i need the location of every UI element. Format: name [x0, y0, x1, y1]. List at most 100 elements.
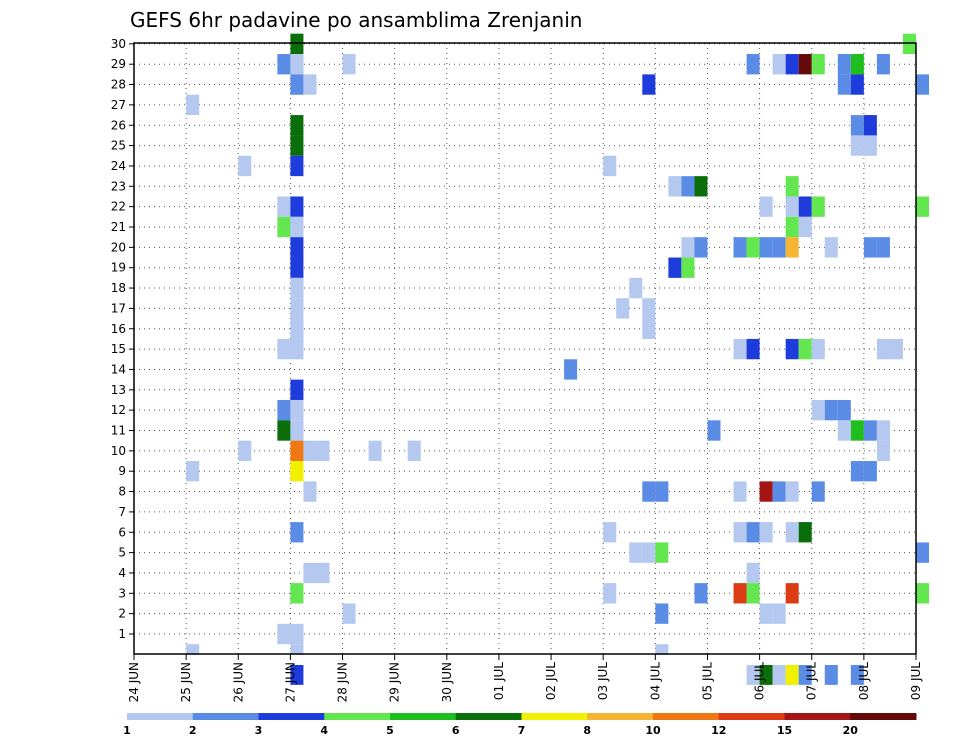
data-cell [733, 522, 747, 543]
data-cell [303, 440, 317, 462]
grid-lines [134, 43, 916, 654]
y-tick-label: 27 [111, 98, 126, 112]
data-cell [629, 277, 643, 299]
colorbar-label: 6 [452, 724, 460, 737]
x-tick-label: 26 JUN [231, 662, 245, 702]
x-tick-label: 25 JUN [179, 662, 193, 702]
data-cell [694, 583, 708, 604]
data-cell [303, 481, 317, 502]
data-cell [603, 155, 617, 177]
x-tick-label: 01 JUL [492, 662, 506, 700]
x-tick-label: 27 JUN [283, 662, 297, 702]
data-cell [785, 664, 799, 685]
data-cell [863, 420, 877, 441]
y-axis-ticks: 1234567891011121314151617181920212223242… [111, 37, 134, 641]
data-cell [798, 54, 812, 75]
data-cell [772, 237, 786, 258]
colorbar-label: 3 [255, 724, 263, 737]
y-tick-label: 25 [111, 139, 126, 153]
colorbar-label: 20 [843, 724, 859, 737]
colorbar-label: 12 [711, 724, 726, 737]
data-cell [746, 562, 760, 584]
colorbar-label: 15 [777, 724, 792, 737]
data-cell [772, 603, 786, 624]
data-cell [759, 237, 773, 258]
data-cell [629, 542, 643, 563]
chart-title: GEFS 6hr padavine po ansamblima Zrenjani… [130, 8, 582, 32]
data-cells [133, 33, 930, 685]
data-cell [642, 74, 656, 95]
y-tick-label: 6 [118, 525, 126, 539]
y-tick-label: 1 [118, 627, 126, 641]
x-tick-label: 29 JUN [388, 662, 402, 702]
data-cell [785, 481, 799, 502]
data-cell [277, 623, 291, 645]
data-cell [811, 481, 825, 502]
data-cell [290, 420, 304, 441]
data-cell [759, 481, 773, 502]
data-cell [824, 664, 838, 685]
data-cell [876, 237, 890, 258]
data-cell [668, 176, 682, 197]
colorbar-segment [192, 713, 259, 720]
colorbar-segment [718, 713, 785, 720]
data-cell [668, 257, 682, 278]
data-cell [603, 522, 617, 543]
data-cell [303, 562, 317, 584]
data-cell [290, 155, 304, 177]
y-tick-label: 3 [118, 586, 126, 600]
data-cell [290, 338, 304, 360]
data-cell [277, 216, 291, 238]
data-cell [916, 583, 930, 604]
colorbar-segment [127, 713, 194, 720]
data-cell [837, 54, 851, 75]
data-cell [746, 664, 760, 685]
data-cell [290, 33, 304, 55]
data-cell [759, 603, 773, 624]
data-cell [759, 664, 773, 685]
data-cell [746, 522, 760, 543]
plot-border [133, 42, 917, 655]
data-cell [642, 542, 656, 563]
plot-frame [133, 42, 917, 655]
data-cell [785, 176, 799, 197]
data-cell [850, 135, 864, 156]
x-tick-label: 07 JUL [805, 662, 819, 700]
data-cell [916, 196, 930, 217]
colorbar-segment [455, 713, 522, 720]
data-cell [681, 257, 695, 278]
data-cell [316, 562, 330, 584]
data-cell [759, 522, 773, 543]
data-cell [277, 196, 291, 217]
data-cell [733, 481, 747, 502]
y-tick-label: 2 [118, 607, 126, 621]
y-tick-label: 4 [118, 566, 126, 580]
data-cell [811, 399, 825, 421]
data-cell [850, 461, 864, 482]
data-cell [863, 115, 877, 136]
colorbar-label: 1 [123, 724, 131, 737]
data-cell [772, 54, 786, 75]
colorbar-segment [653, 713, 720, 720]
data-cell [811, 338, 825, 360]
data-cell [290, 664, 304, 685]
x-tick-label: 08 JUL [857, 662, 871, 700]
x-tick-label: 06 JUL [753, 662, 767, 700]
data-cell [746, 583, 760, 604]
data-cell [238, 155, 252, 177]
data-cell [798, 522, 812, 543]
data-cell [694, 176, 708, 197]
data-cell [290, 440, 304, 462]
data-cell [290, 583, 304, 604]
data-cell [642, 318, 656, 339]
data-cell [277, 399, 291, 421]
data-cell [876, 420, 890, 441]
data-cell [616, 298, 630, 319]
x-tick-label: 28 JUN [336, 662, 350, 702]
data-cell [850, 74, 864, 95]
data-cell [186, 94, 200, 116]
data-cell [850, 54, 864, 75]
colorbar-label: 7 [518, 724, 526, 737]
y-tick-label: 14 [111, 362, 126, 376]
